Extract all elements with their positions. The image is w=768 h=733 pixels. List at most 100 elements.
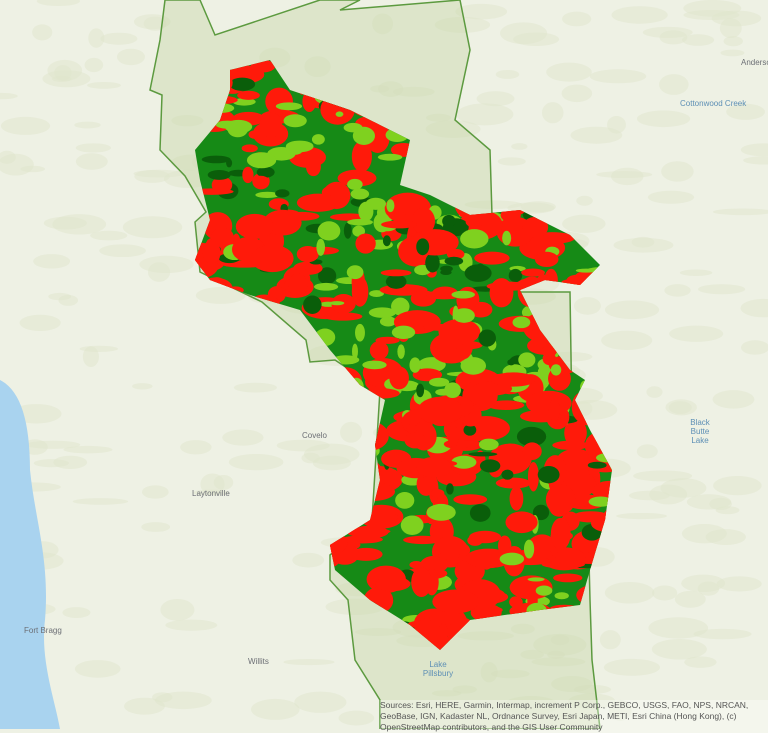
burn-severity-patch (251, 495, 275, 507)
burn-severity-patch (411, 567, 432, 598)
burn-severity-patch (568, 152, 586, 170)
burn-severity-patch (598, 235, 612, 243)
burn-severity-patch (412, 368, 443, 382)
burn-severity-patch (345, 527, 391, 535)
place-label-willits: Willits (248, 657, 269, 666)
burn-severity-patch (545, 484, 576, 515)
burn-severity-patch (539, 182, 574, 203)
burn-severity-patch (478, 438, 499, 451)
place-label-covelo: Covelo (302, 431, 327, 440)
burn-severity-patch (286, 386, 302, 398)
burn-severity-patch (255, 191, 280, 199)
burn-severity-patch (446, 483, 454, 495)
hillshade-mark (160, 598, 195, 621)
hillshade-mark (604, 300, 660, 320)
hillshade-mark (679, 269, 713, 276)
burn-severity-patch (222, 366, 237, 380)
burn-severity-patch (588, 496, 612, 507)
burn-severity-patch (296, 246, 319, 263)
hillshade-mark (541, 102, 564, 124)
hillshade-mark (0, 153, 34, 176)
burn-severity-patch (195, 634, 207, 650)
burn-severity-patch (451, 290, 475, 299)
burn-severity-patch (244, 589, 290, 612)
burn-severity-patch (487, 400, 525, 411)
burn-severity-patch (416, 238, 430, 256)
burn-severity-patch (304, 470, 340, 501)
burn-severity-patch (535, 168, 564, 180)
hillshade-mark (682, 34, 715, 46)
burn-severity-patch (554, 592, 569, 600)
burn-severity-patch (197, 641, 232, 650)
burn-severity-patch (200, 395, 217, 412)
hillshade-mark (660, 478, 707, 498)
hillshade-mark (551, 676, 593, 692)
burn-severity-patch (527, 577, 545, 582)
hillshade-mark (228, 454, 284, 471)
burn-severity-patch (507, 359, 515, 366)
burn-severity-patch (265, 87, 293, 116)
burn-severity-patch (195, 638, 209, 648)
hillshade-mark (740, 143, 768, 157)
burn-severity-patch (464, 74, 475, 84)
burn-severity-patch (513, 64, 535, 72)
hillshade-mark (294, 691, 347, 713)
burn-severity-patch (404, 432, 426, 449)
burn-severity-patch (334, 410, 376, 422)
burn-severity-patch (197, 580, 227, 610)
place-label-lake-pillsbury: Lake Pillsbury (422, 660, 454, 678)
hillshade-mark (719, 18, 742, 38)
burn-severity-patch (222, 617, 271, 640)
burn-severity-patch (423, 323, 459, 331)
hillshade-mark (165, 619, 218, 631)
hillshade-mark (561, 84, 593, 103)
burn-severity-patch (529, 136, 554, 152)
burn-severity-patch (444, 256, 464, 266)
burn-severity-patch (373, 512, 399, 522)
hillshade-mark (139, 255, 194, 274)
hillshade-mark (546, 62, 592, 82)
burn-severity-patch (244, 487, 260, 496)
burn-severity-patch (323, 312, 363, 321)
hillshade-mark (32, 24, 53, 41)
burn-severity-patch (564, 418, 587, 448)
burn-severity-patch (600, 214, 612, 241)
burn-severity-patch (465, 216, 484, 228)
burn-severity-patch (351, 140, 372, 173)
burn-severity-patch (232, 98, 256, 106)
hillshade-mark (531, 657, 586, 667)
hillshade-mark (652, 585, 678, 601)
burn-severity-patch (263, 339, 276, 345)
burn-severity-patch (288, 273, 307, 298)
burn-severity-patch (425, 253, 440, 273)
hillshade-mark (712, 208, 768, 216)
hillshade-mark (47, 59, 83, 81)
hillshade-mark (668, 401, 692, 414)
hillshade-mark (669, 325, 724, 342)
burn-severity-patch (369, 341, 389, 360)
hillshade-mark (392, 86, 435, 97)
burn-severity-patch (337, 487, 358, 507)
burn-severity-patch (213, 346, 231, 354)
burn-severity-patch (251, 560, 273, 566)
burn-severity-patch (538, 156, 575, 173)
burn-severity-patch (369, 290, 384, 298)
hillshade-mark (613, 237, 674, 253)
burn-severity-patch (566, 274, 588, 287)
burn-severity-patch (389, 366, 409, 390)
hillshade-mark (712, 390, 755, 409)
burn-severity-patch (468, 451, 498, 457)
hillshade-mark (134, 169, 170, 183)
burn-severity-patch (273, 545, 285, 554)
hillshade-mark (603, 658, 660, 676)
burn-severity-patch (214, 497, 261, 509)
burn-severity-patch (555, 138, 564, 146)
burn-severity-patch (252, 175, 269, 185)
burn-severity-patch (417, 357, 446, 373)
burn-severity-patch (221, 506, 243, 521)
burn-severity-patch (300, 570, 313, 598)
burn-severity-patch (397, 344, 405, 359)
burn-severity-patch (379, 316, 397, 327)
burn-severity-patch (313, 378, 339, 394)
